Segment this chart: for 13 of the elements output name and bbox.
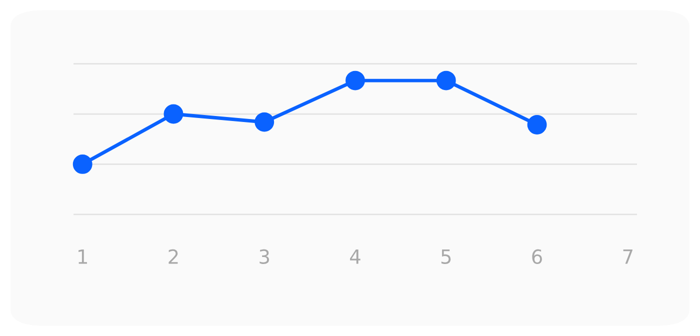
point [254, 112, 274, 132]
x-tick-label: 2 [168, 249, 178, 264]
x-tick-label: 1 [78, 250, 87, 264]
x-tick-label: 4 [350, 250, 360, 264]
point [346, 70, 365, 90]
point [164, 104, 184, 124]
point [527, 114, 547, 134]
x-tick-label: 5 [441, 250, 451, 264]
point [72, 154, 92, 174]
x-tick-label: 3 [260, 249, 269, 264]
x-tick-label: 7 [623, 250, 632, 264]
x-tick-label: 6 [532, 249, 542, 264]
point [436, 70, 456, 90]
